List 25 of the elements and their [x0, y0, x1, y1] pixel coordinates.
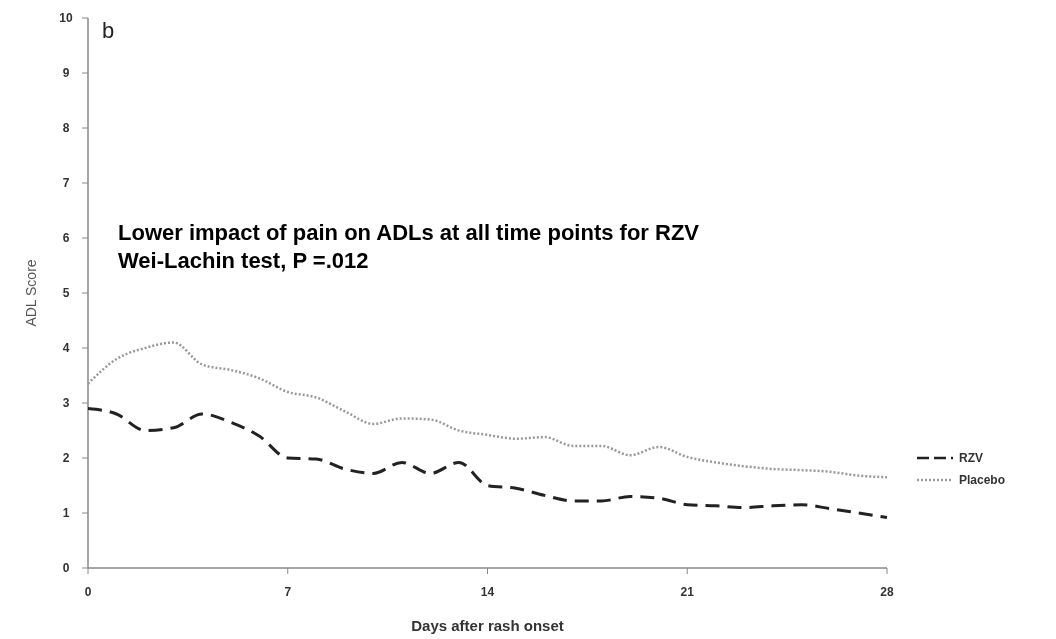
x-tick-label: 7	[284, 585, 292, 599]
line-series	[86, 341, 889, 479]
y-tick-label: 5	[62, 286, 70, 301]
line-series	[86, 407, 889, 519]
annotation: Wei-Lachin test, P =.012	[118, 248, 369, 273]
legend-label: RZV	[959, 451, 983, 466]
x-tick-label: 28	[880, 585, 894, 599]
legend-label: Placebo	[959, 473, 1006, 488]
y-tick-label: 7	[62, 176, 70, 191]
y-tick-label: 1	[62, 506, 70, 521]
y-tick-label: 10	[59, 11, 73, 26]
y-tick-label: 0	[62, 561, 70, 576]
chart-title: b	[102, 18, 115, 43]
x-tick-label: 14	[480, 585, 495, 599]
y-tick-label: 3	[62, 396, 70, 411]
y-tick-label: 4	[62, 341, 70, 356]
x-tick-label: 0	[84, 585, 92, 599]
y-tick-label: 8	[62, 121, 70, 136]
y-tick-label: 6	[62, 231, 70, 246]
annotation: Lower impact of pain on ADLs at all time points for RZV	[118, 220, 700, 245]
y-tick-label: 9	[62, 66, 70, 81]
x-axis-title: Days after rash onset	[411, 617, 564, 634]
x-tick-label: 21	[680, 585, 695, 599]
y-tick-label: 2	[62, 451, 70, 466]
y-axis-title: ADL Score	[23, 259, 39, 327]
